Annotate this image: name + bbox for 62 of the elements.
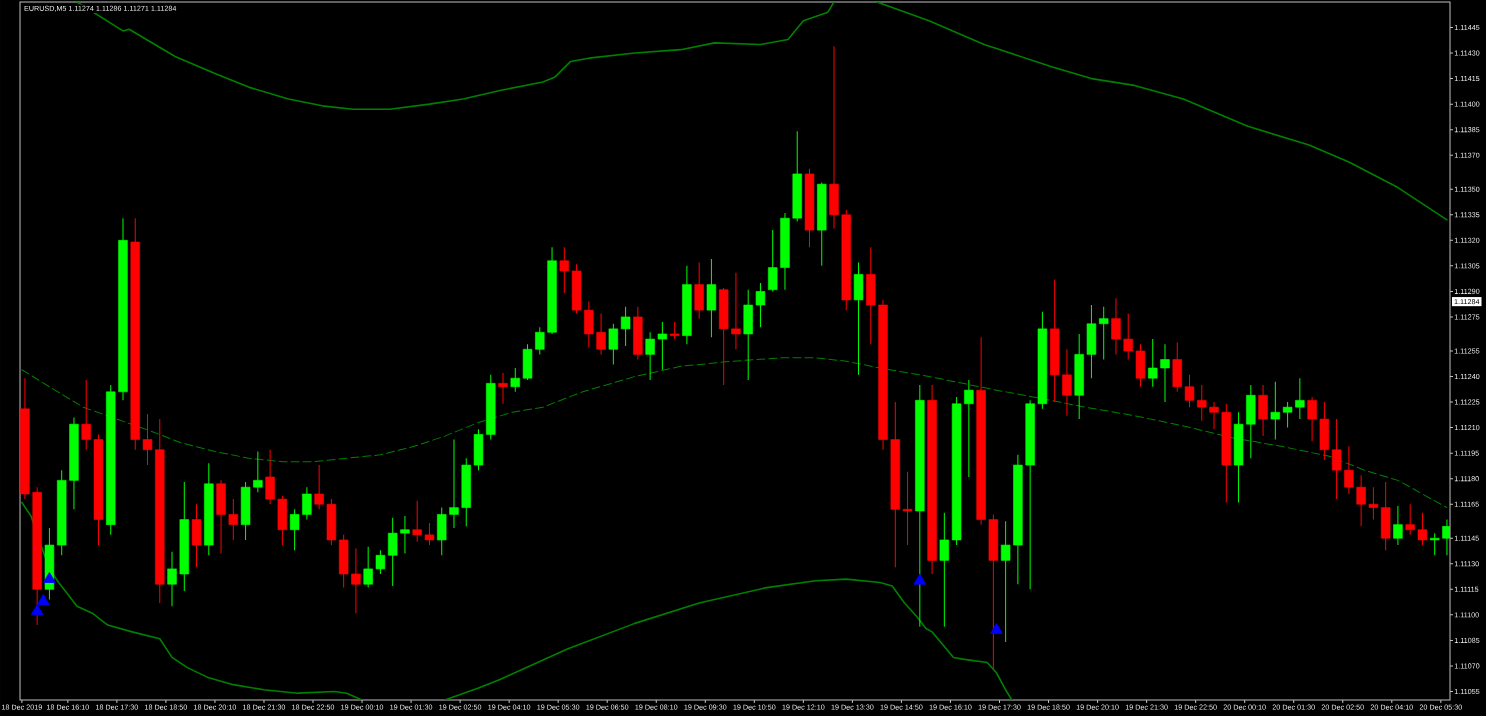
candlestick [1062, 348, 1072, 417]
candlestick [1282, 401, 1293, 429]
candlestick [584, 301, 594, 349]
candlestick [964, 379, 974, 478]
candlestick [228, 498, 239, 541]
candlestick [1160, 343, 1170, 403]
candlestick [535, 326, 545, 355]
candlestick [302, 486, 312, 521]
candlestick [1197, 384, 1207, 422]
candlestick [81, 379, 91, 451]
candlestick [1405, 503, 1415, 536]
candlestick [596, 313, 606, 355]
candlestick [1209, 401, 1219, 430]
candlestick [424, 522, 435, 546]
candlestick [412, 500, 422, 543]
candlestick [1098, 306, 1109, 360]
candlestick [363, 546, 373, 589]
point [990, 622, 1003, 634]
candlestick [559, 246, 570, 294]
candlestick [1148, 338, 1158, 388]
point [43, 571, 56, 583]
candlestick [510, 367, 520, 393]
candlestick [142, 413, 153, 466]
point [913, 573, 927, 585]
candlestick [375, 549, 386, 575]
candlestick [289, 508, 300, 551]
candlestick [1368, 486, 1379, 521]
candlestick [1295, 377, 1305, 420]
candlestick [265, 449, 275, 505]
candlestick [731, 272, 741, 350]
candlestick [1393, 505, 1403, 546]
candlestick [939, 512, 950, 628]
candlestick [620, 306, 631, 347]
candlestick [1111, 297, 1121, 355]
candlestick [657, 321, 668, 371]
candlestick [1417, 512, 1428, 546]
candlestick [1258, 384, 1268, 437]
candlestick [1307, 396, 1317, 442]
candlestick [1356, 474, 1366, 527]
candlestick [645, 331, 655, 381]
candlestick [902, 471, 913, 546]
candlestick [608, 323, 619, 366]
candlestick [1442, 519, 1451, 556]
candlestick [1331, 418, 1342, 500]
candlestick [1184, 374, 1195, 408]
candlestick [768, 229, 778, 292]
candlestick [1000, 520, 1011, 643]
candlestick [498, 372, 508, 405]
candlestick [1123, 313, 1133, 360]
candlestick [755, 282, 766, 328]
point [37, 594, 50, 606]
candlestick [314, 464, 324, 510]
candlestick [387, 517, 398, 587]
candlestick [449, 439, 459, 529]
candlestick [400, 515, 410, 555]
candlestick [253, 450, 263, 493]
candlestick [167, 551, 177, 607]
candlestick [1344, 445, 1354, 495]
candlestick [1270, 381, 1281, 441]
point [30, 604, 44, 616]
candlestick [1429, 532, 1440, 556]
candlestick [351, 547, 361, 614]
